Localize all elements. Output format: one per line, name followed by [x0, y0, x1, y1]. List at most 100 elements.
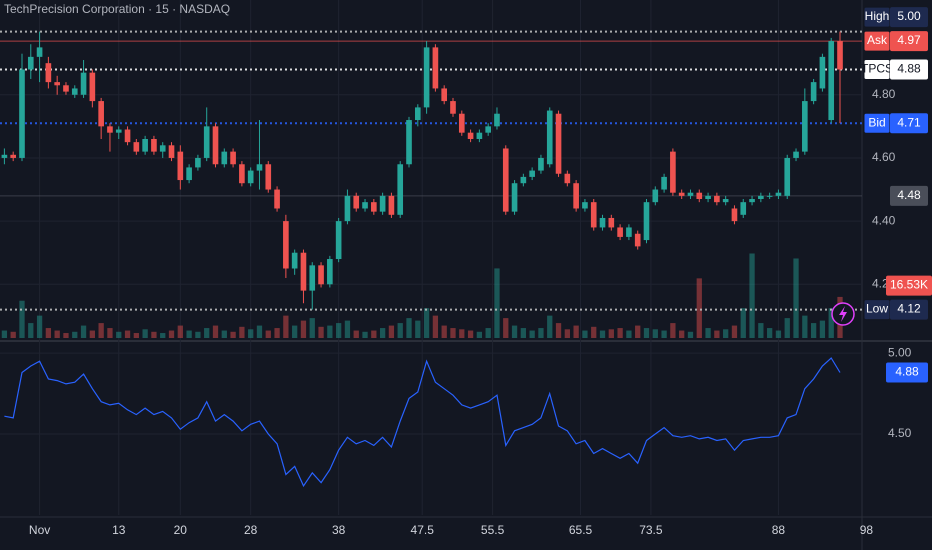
candle-body — [520, 176, 527, 184]
x-tick-label: 38 — [332, 523, 346, 537]
volume-bar — [573, 325, 579, 338]
x-tick-label: 20 — [174, 523, 188, 537]
volume-bar — [467, 330, 474, 338]
volume-bar — [89, 330, 95, 338]
volume-bar — [309, 318, 315, 338]
volume-bar — [107, 328, 113, 338]
volume-bar — [679, 330, 685, 338]
volume-bar — [116, 331, 122, 338]
x-tick-label: Nov — [29, 523, 50, 537]
candle-body — [546, 110, 553, 165]
volume-bar — [793, 258, 799, 338]
price-tag — [890, 299, 928, 320]
candle-body — [678, 192, 685, 196]
candle-body — [529, 170, 535, 177]
x-tick-label: 55.5 — [481, 523, 505, 537]
candle-body — [291, 252, 298, 269]
candle-body — [54, 82, 60, 86]
volume-bar — [186, 330, 192, 338]
volume-bar — [344, 320, 351, 338]
price-tag-label: 4.48 — [897, 188, 921, 202]
candles — [1, 31, 843, 310]
candle-body — [80, 72, 87, 95]
volume-bar — [124, 330, 131, 338]
x-tick-label: 88 — [772, 523, 786, 537]
volume-bar — [230, 331, 236, 338]
volume-bar — [1, 330, 8, 338]
candle-body — [793, 151, 799, 158]
alert-bolt — [839, 306, 847, 322]
volume-bar — [731, 325, 738, 338]
candle-body — [502, 148, 509, 212]
candle-body — [36, 47, 43, 57]
candle-body — [766, 195, 773, 197]
volume-bar — [10, 331, 16, 338]
volume-bar — [265, 330, 271, 338]
candle-body — [124, 129, 131, 143]
volume-bar — [327, 325, 333, 338]
volume-bar — [204, 328, 210, 338]
volume-bar — [503, 318, 509, 338]
price-tag-label: 4.97 — [897, 33, 921, 47]
volume-bar — [459, 329, 465, 338]
candle-body — [397, 164, 404, 215]
volume-bar — [696, 278, 702, 338]
volume-bar — [555, 323, 562, 338]
volume-bar — [274, 328, 280, 338]
price-tag-label: 4.88 — [897, 62, 921, 76]
volume-bar — [520, 328, 526, 338]
candle-body — [573, 183, 579, 209]
volume-bar — [142, 329, 148, 338]
price-tag — [890, 185, 928, 206]
volume-bar — [723, 329, 729, 338]
tag-name: High — [865, 9, 890, 23]
tag-name: Bid — [868, 115, 885, 129]
candle-body — [379, 195, 386, 212]
candle-body — [538, 157, 544, 171]
candle-body — [467, 132, 474, 139]
candle-body — [731, 208, 738, 222]
candle-body — [564, 173, 571, 184]
candle-body — [71, 88, 78, 95]
x-tick-label: 98 — [860, 523, 874, 537]
indicator-layer — [4, 357, 841, 488]
candle-body — [714, 195, 720, 203]
candle-body — [133, 142, 140, 152]
grid — [0, 0, 862, 515]
candle-body — [203, 126, 210, 158]
candle-body — [775, 192, 782, 196]
price-tag — [890, 113, 928, 134]
volume-bar — [72, 331, 78, 338]
volume-bar — [758, 323, 764, 338]
candle-body — [476, 132, 483, 139]
candle-body — [63, 85, 69, 92]
volume-bar — [423, 308, 430, 338]
volume-bar — [643, 328, 650, 338]
y-tick-label: 4.60 — [872, 150, 896, 164]
volume-bar — [248, 329, 254, 338]
candle-body — [327, 259, 333, 285]
volume-bar — [36, 315, 43, 338]
x-tick-label: 13 — [112, 523, 126, 537]
volume-bar — [45, 328, 52, 338]
volume-bar — [547, 315, 553, 338]
volume-bar — [397, 323, 403, 338]
volume-bar — [652, 329, 658, 338]
candle-body — [195, 157, 201, 168]
candle-body — [423, 47, 430, 108]
candle-body — [643, 202, 650, 241]
candle-body — [819, 56, 826, 89]
candle-body — [388, 195, 395, 215]
candle-body — [221, 151, 228, 165]
volume-bar — [221, 330, 227, 338]
candle-body — [256, 164, 263, 171]
volume-bar — [336, 323, 342, 338]
candle-body — [27, 56, 34, 70]
volume-bar — [635, 325, 641, 338]
volume-bar — [212, 325, 219, 338]
volume-bar — [362, 331, 368, 338]
volume-bar — [582, 330, 588, 338]
candle-body — [414, 107, 421, 121]
